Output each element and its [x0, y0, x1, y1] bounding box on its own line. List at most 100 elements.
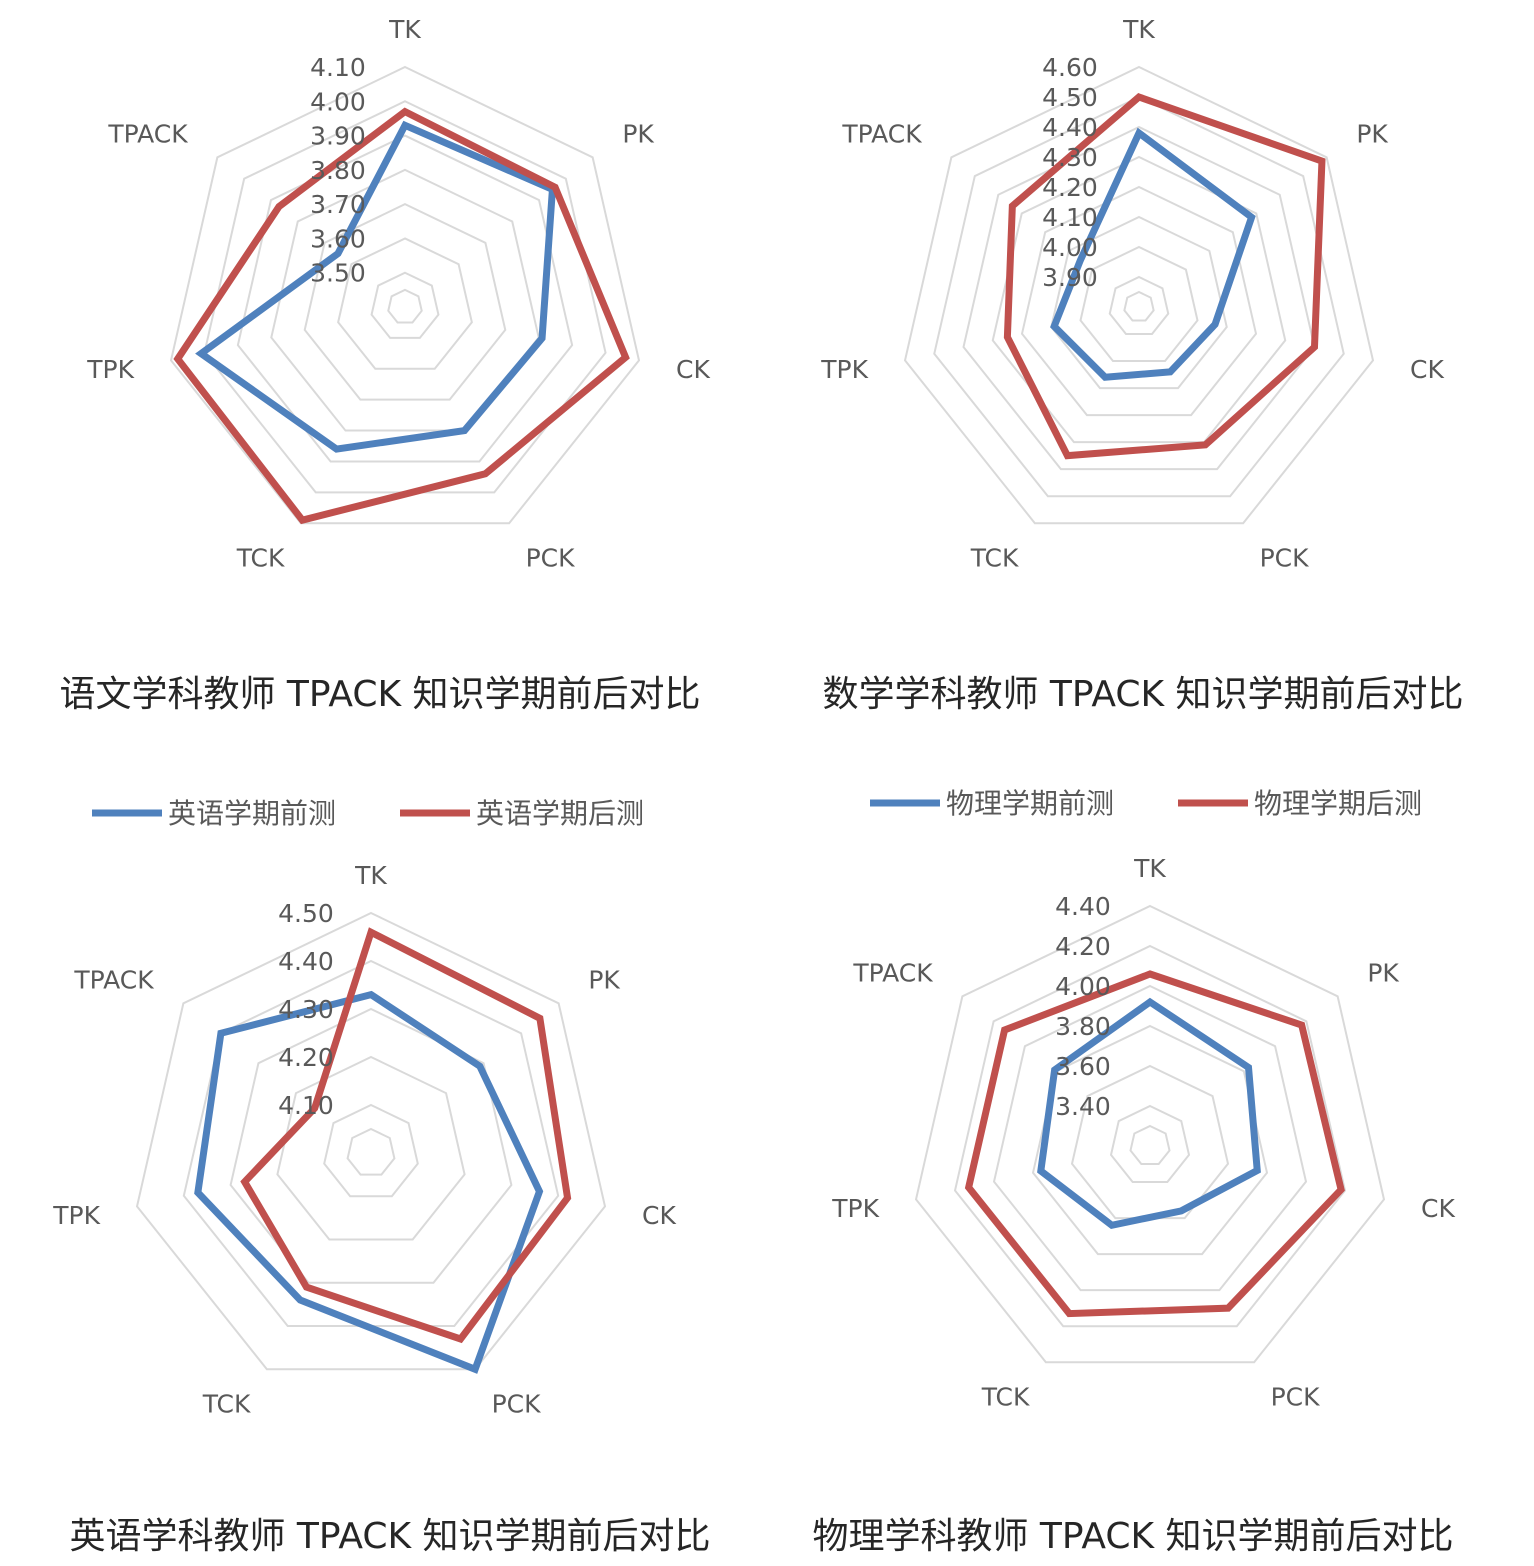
tick-label: 4.30 [278, 995, 334, 1024]
grid-ring [276, 1055, 466, 1241]
grid-ring [1079, 245, 1199, 363]
grid-ring [933, 95, 1345, 498]
axis-label-tpk: TPK [820, 355, 868, 384]
axis-label-tpack: TPACK [841, 120, 922, 149]
grid-ring [1050, 215, 1228, 390]
tick-label: 4.50 [1042, 83, 1098, 112]
series-line-pretest [194, 990, 544, 1374]
axis-label-pk: PK [1367, 959, 1399, 988]
grid-ring [370, 271, 440, 339]
axis-label-pck: PCK [1271, 1382, 1321, 1411]
chart-title: 语文学科教师 TPACK 知识学期前后对比 [59, 674, 700, 715]
tick-label: 3.40 [1055, 1092, 1111, 1121]
legend-entry: 英语学期后测 [476, 797, 644, 830]
radar-chart-2: TK PK CK PCK TCK TPK TPACK 3.904.004.104.204.30… [820, 15, 1463, 715]
grid-ring [387, 288, 423, 324]
axis-label-tpk: TPK [831, 1194, 879, 1223]
tick-label: 3.50 [310, 259, 366, 288]
tick-label: 4.10 [310, 53, 366, 82]
chart-title: 英语学科教师 TPACK 知识学期前后对比 [69, 1516, 710, 1557]
grid-ring [270, 168, 540, 432]
radar-chart-4: TK PK CK PCK TCK TPK TPACK 3.40 3.60 3.80 4.00 4.20… [812, 787, 1455, 1557]
legend: 英语学期前测 英语学期后测 [92, 797, 644, 830]
legend: 物理学期前测 物理学期后测 [870, 787, 1422, 820]
series-line-posttest [173, 107, 630, 525]
axis-label-pk: PK [1356, 120, 1388, 149]
axis-label-tpk: TPK [52, 1201, 100, 1230]
tick-label: 3.80 [310, 156, 366, 185]
axis-label-ck: CK [676, 355, 710, 384]
axis-label-pk: PK [588, 966, 620, 995]
tick-label: 3.60 [310, 224, 366, 253]
tick-label: 4.00 [1042, 233, 1098, 262]
tick-label: 3.80 [1055, 1012, 1111, 1041]
grid-ring [135, 911, 607, 1371]
grid-ring [323, 1103, 419, 1198]
tick-label: 4.40 [1042, 113, 1098, 142]
grid-ring [229, 1007, 513, 1284]
grid-ring [962, 125, 1316, 471]
grid-ring [1123, 290, 1155, 322]
axis-label-ck: CK [642, 1201, 676, 1230]
axis-label-tpack: TPACK [107, 120, 188, 149]
axis-label-tk: TK [1122, 15, 1155, 44]
axis-label-tk: TK [1133, 854, 1166, 883]
series-line-pretest [195, 120, 557, 453]
grid-ring [992, 984, 1308, 1292]
grid-ring [1129, 1124, 1171, 1166]
grid-ring [346, 1127, 396, 1176]
tick-label: 4.20 [278, 1043, 334, 1072]
axis-label-tpack: TPACK [73, 966, 154, 995]
tick-label: 4.10 [1042, 203, 1098, 232]
tick-label: 3.70 [310, 190, 366, 219]
tick-label: 4.20 [1042, 173, 1098, 202]
tick-label: 4.40 [1055, 892, 1111, 921]
axis-label-pck: PCK [492, 1389, 542, 1418]
axis-label-pck: PCK [526, 543, 576, 572]
axis-label-ck: CK [1410, 355, 1444, 384]
grid-ring [1020, 185, 1258, 417]
tick-label: 4.10 [278, 1091, 334, 1120]
tick-label: 4.40 [278, 947, 334, 976]
axis-label-tck: TCK [970, 543, 1019, 572]
radar-chart-3: TK PK CK PCK TCK TPK TPACK 4.10 4.20 4.30 4.40 4.50… [52, 797, 710, 1557]
grid-ring [1109, 1104, 1191, 1184]
series-line-pretest [1050, 127, 1256, 381]
axis-label-tk: TK [354, 861, 387, 890]
chart-title: 物理学科教师 TPACK 知识学期前后对比 [812, 1516, 1453, 1557]
series-line-pretest [1037, 997, 1261, 1230]
axis-label-ck: CK [1421, 1194, 1455, 1223]
axis-label-pk: PK [622, 120, 654, 149]
axis-label-tck: TCK [236, 543, 285, 572]
grid-ring [914, 904, 1386, 1364]
axis-label-tck: TCK [202, 1389, 251, 1418]
tick-label: 4.00 [1055, 972, 1111, 1001]
radar-chart-1: TK PK CK PCK TCK TPK TPACK 3.50 3.60 3.70 3.80 3.90… [59, 15, 710, 715]
tick-label: 4.60 [1042, 53, 1098, 82]
grid-ring [169, 65, 641, 525]
axis-label-tpk: TPK [86, 355, 134, 384]
grid-ring [903, 65, 1375, 525]
grid-ring [337, 237, 473, 370]
tick-label: 4.50 [278, 899, 334, 928]
grid-ring [1108, 275, 1170, 336]
tick-label: 3.90 [310, 122, 366, 151]
tick-label: 4.30 [1042, 143, 1098, 172]
series-line-posttest [964, 970, 1345, 1318]
tick-label: 3.60 [1055, 1052, 1111, 1081]
tick-label: 3.90 [1042, 263, 1098, 292]
legend-entry: 物理学期后测 [1254, 787, 1422, 820]
grid-ring [303, 203, 507, 401]
chart-title: 数学学科教师 TPACK 知识学期前后对比 [822, 674, 1463, 715]
axis-label-tck: TCK [981, 1382, 1030, 1411]
grid-ring [991, 155, 1287, 444]
grid-ring [953, 944, 1347, 1328]
axis-label-tpack: TPACK [852, 959, 933, 988]
axis-label-pck: PCK [1260, 543, 1310, 572]
series-line-posttest [240, 927, 572, 1344]
tick-label: 4.00 [310, 87, 366, 116]
legend-entry: 英语学期前测 [168, 797, 336, 830]
axis-label-tk: TK [388, 15, 421, 44]
tick-label: 4.20 [1055, 932, 1111, 961]
